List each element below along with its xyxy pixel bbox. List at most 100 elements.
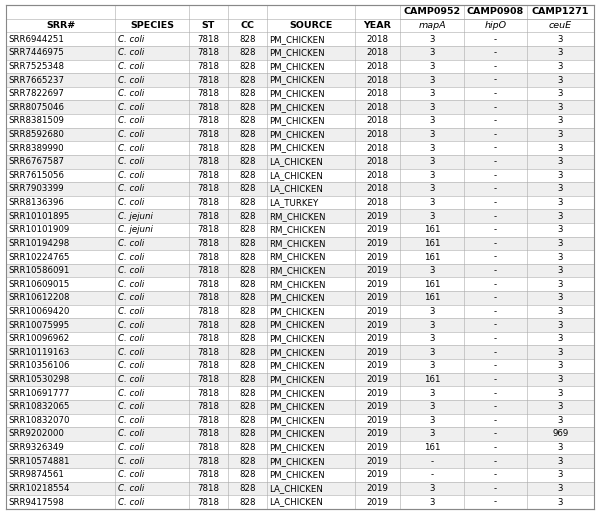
- Bar: [228, 60, 266, 73]
- Bar: [115, 73, 189, 87]
- Bar: [464, 209, 527, 223]
- Bar: [527, 155, 594, 169]
- Text: C. coli: C. coli: [118, 498, 144, 507]
- Text: mapA: mapA: [418, 21, 446, 30]
- Text: -: -: [494, 239, 497, 248]
- Bar: [400, 223, 464, 236]
- Bar: [400, 482, 464, 495]
- Text: 3: 3: [429, 103, 435, 112]
- Bar: [115, 196, 189, 209]
- Text: SRR10832070: SRR10832070: [8, 416, 70, 425]
- Text: hipO: hipO: [484, 21, 506, 30]
- Text: C. coli: C. coli: [118, 143, 144, 153]
- Bar: [400, 345, 464, 359]
- Text: PM_CHICKEN: PM_CHICKEN: [269, 307, 325, 316]
- Bar: [355, 278, 400, 291]
- Text: -: -: [494, 143, 497, 153]
- Bar: [115, 305, 189, 318]
- Bar: [189, 196, 228, 209]
- Text: 2018: 2018: [367, 34, 388, 44]
- Bar: [266, 345, 355, 359]
- Text: YEAR: YEAR: [364, 21, 391, 30]
- Bar: [115, 127, 189, 141]
- Bar: [189, 87, 228, 100]
- Text: 828: 828: [239, 157, 256, 166]
- Text: 7818: 7818: [197, 225, 220, 234]
- Bar: [228, 141, 266, 155]
- Text: -: -: [494, 280, 497, 289]
- Text: 7818: 7818: [197, 143, 220, 153]
- Text: 7818: 7818: [197, 34, 220, 44]
- Text: 2019: 2019: [367, 498, 388, 507]
- Text: 828: 828: [239, 103, 256, 112]
- Bar: [266, 427, 355, 441]
- Bar: [115, 291, 189, 305]
- Bar: [464, 19, 527, 32]
- Bar: [266, 5, 355, 19]
- Text: -: -: [494, 389, 497, 398]
- Text: 828: 828: [239, 498, 256, 507]
- Bar: [464, 114, 527, 127]
- Text: 3: 3: [558, 266, 563, 275]
- Text: 161: 161: [424, 225, 440, 234]
- Bar: [355, 345, 400, 359]
- Bar: [189, 414, 228, 427]
- Bar: [228, 169, 266, 182]
- Bar: [228, 427, 266, 441]
- Bar: [464, 345, 527, 359]
- Text: 2018: 2018: [367, 76, 388, 84]
- Bar: [6, 155, 115, 169]
- Bar: [6, 141, 115, 155]
- Bar: [266, 100, 355, 114]
- Text: SRR7665237: SRR7665237: [8, 76, 64, 84]
- Text: -: -: [494, 198, 497, 207]
- Text: 7818: 7818: [197, 361, 220, 371]
- Text: C. coli: C. coli: [118, 130, 144, 139]
- Text: 3: 3: [558, 334, 563, 343]
- Text: 828: 828: [239, 225, 256, 234]
- Bar: [400, 427, 464, 441]
- Text: RM_CHICKEN: RM_CHICKEN: [269, 266, 325, 275]
- Bar: [400, 114, 464, 127]
- Bar: [6, 468, 115, 482]
- Text: 3: 3: [429, 198, 435, 207]
- Text: 2019: 2019: [367, 470, 388, 480]
- Bar: [355, 236, 400, 250]
- Text: 2019: 2019: [367, 484, 388, 493]
- Bar: [189, 169, 228, 182]
- Text: SRR7525348: SRR7525348: [8, 62, 64, 71]
- Text: 161: 161: [424, 443, 440, 452]
- Bar: [6, 359, 115, 373]
- Bar: [464, 141, 527, 155]
- Text: 3: 3: [558, 48, 563, 57]
- Text: -: -: [494, 430, 497, 438]
- Text: 828: 828: [239, 484, 256, 493]
- Bar: [527, 141, 594, 155]
- Text: 3: 3: [558, 389, 563, 398]
- Text: 828: 828: [239, 239, 256, 248]
- Bar: [115, 318, 189, 332]
- Text: 2019: 2019: [367, 389, 388, 398]
- Text: 3: 3: [558, 157, 563, 166]
- Text: SRR10218554: SRR10218554: [8, 484, 70, 493]
- Text: 3: 3: [558, 484, 563, 493]
- Text: SRR7446975: SRR7446975: [8, 48, 64, 57]
- Text: C. coli: C. coli: [118, 375, 144, 384]
- Text: 3: 3: [429, 171, 435, 180]
- Bar: [400, 454, 464, 468]
- Text: 3: 3: [429, 34, 435, 44]
- Text: 2019: 2019: [367, 457, 388, 466]
- Text: 828: 828: [239, 375, 256, 384]
- Text: 2018: 2018: [367, 198, 388, 207]
- Bar: [115, 46, 189, 60]
- Text: PM_CHICKEN: PM_CHICKEN: [269, 130, 325, 139]
- Bar: [228, 373, 266, 387]
- Bar: [115, 373, 189, 387]
- Text: SRR10612208: SRR10612208: [8, 293, 70, 302]
- Text: 2019: 2019: [367, 416, 388, 425]
- Text: C. coli: C. coli: [118, 252, 144, 262]
- Bar: [464, 373, 527, 387]
- Bar: [266, 141, 355, 155]
- Bar: [189, 454, 228, 468]
- Text: 828: 828: [239, 185, 256, 193]
